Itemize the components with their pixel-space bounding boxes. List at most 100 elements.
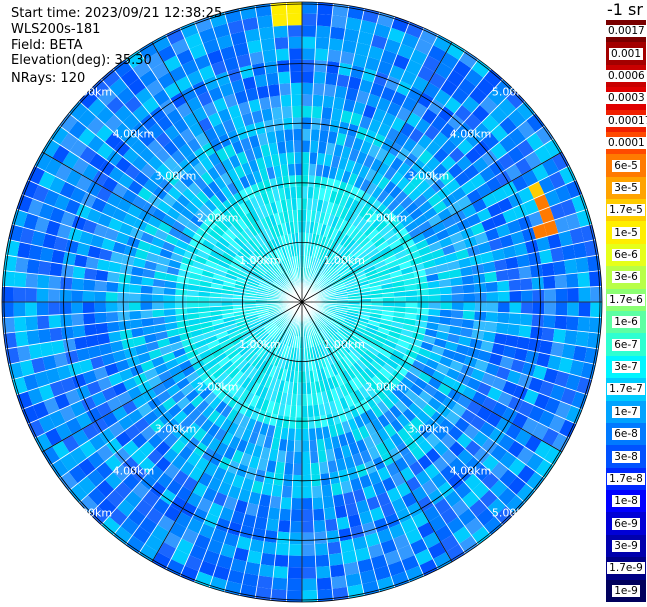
range-gate-cell bbox=[342, 491, 356, 506]
range-gate-cell bbox=[516, 139, 535, 158]
range-gate-cell bbox=[364, 195, 377, 209]
ray-gap-line bbox=[301, 68, 492, 303]
range-gate-cell bbox=[8, 224, 24, 243]
range-gate-cell bbox=[334, 261, 345, 272]
range-gate-cell bbox=[134, 87, 153, 105]
range-gate-cell bbox=[83, 323, 97, 337]
range-gate-cell bbox=[261, 482, 274, 496]
ray-gap-line bbox=[301, 223, 592, 303]
range-gate-cell bbox=[394, 399, 409, 414]
range-gate-cell bbox=[345, 353, 357, 365]
range-gate-cell bbox=[567, 302, 579, 317]
range-gate-cell bbox=[65, 169, 83, 187]
range-gate-cell bbox=[400, 517, 418, 534]
range-gate-cell bbox=[196, 249, 210, 260]
range-gate-cell bbox=[317, 141, 328, 154]
range-gate-cell bbox=[539, 249, 553, 265]
ray-gap-line bbox=[301, 179, 577, 303]
range-gate-cell bbox=[156, 163, 172, 179]
range-gate-cell bbox=[319, 223, 327, 237]
range-gate-cell bbox=[249, 51, 265, 65]
range-gate-cell bbox=[352, 536, 368, 551]
range-gate-cell bbox=[268, 253, 277, 265]
range-gate-cell bbox=[256, 181, 267, 195]
range-gate-cell bbox=[26, 258, 40, 275]
range-gate-cell bbox=[237, 488, 252, 503]
range-gate-cell bbox=[263, 320, 274, 330]
ray-gap-line bbox=[223, 12, 303, 303]
range-gate-cell bbox=[352, 230, 364, 242]
range-gate-cell bbox=[205, 335, 218, 345]
range-gate-cell bbox=[227, 421, 240, 436]
colorbar-tick-label: 3e-7 bbox=[612, 360, 640, 373]
range-gate-cell bbox=[60, 452, 78, 472]
range-gate-cell bbox=[244, 199, 255, 213]
range-gate-cell bbox=[565, 273, 579, 289]
range-gate-cell bbox=[146, 507, 164, 525]
range-gate-cell bbox=[401, 491, 418, 508]
range-gate-cell bbox=[379, 245, 392, 256]
range-gate-cell bbox=[222, 391, 235, 405]
range-gate-cell bbox=[332, 96, 346, 111]
range-gate-cell bbox=[324, 72, 339, 86]
range-gate-cell bbox=[194, 209, 208, 223]
range-gate-cell bbox=[242, 17, 259, 32]
range-gate-cell bbox=[313, 520, 327, 533]
range-gate-cell bbox=[198, 291, 211, 298]
range-gate-cell bbox=[343, 28, 360, 43]
range-gate-cell bbox=[302, 567, 317, 579]
range-gate-cell bbox=[264, 61, 278, 75]
range-gate-cell bbox=[239, 247, 251, 259]
range-gate-cell bbox=[198, 560, 217, 577]
range-gate-cell bbox=[320, 343, 329, 355]
range-gate-cell bbox=[180, 383, 195, 397]
range-gate-cell bbox=[353, 415, 365, 429]
range-gate-cell bbox=[181, 59, 199, 76]
ray-gap-line bbox=[301, 301, 526, 504]
range-ring-label: 5.00km bbox=[70, 507, 112, 520]
range-gate-cell bbox=[377, 268, 390, 278]
ray-gaps bbox=[2, 2, 602, 602]
range-gate-cell bbox=[464, 517, 484, 536]
range-gate-cell bbox=[402, 451, 418, 467]
range-gate-cell bbox=[486, 302, 499, 313]
range-gate-cell bbox=[214, 189, 228, 204]
range-gate-cell bbox=[357, 558, 374, 573]
range-gate-cell bbox=[190, 195, 205, 210]
range-gate-cell bbox=[314, 48, 329, 62]
range-gate-cell bbox=[408, 365, 422, 378]
range-gate-cell bbox=[17, 242, 32, 259]
colorbar-tick-label: 0.0017 bbox=[606, 25, 647, 38]
range-gate-cell bbox=[414, 377, 428, 391]
range-gate-cell bbox=[359, 19, 377, 35]
range-gate-cell bbox=[469, 86, 488, 105]
range-gate-cell bbox=[575, 330, 589, 348]
range-gate-cell bbox=[236, 277, 249, 285]
range-gate-cell bbox=[416, 308, 429, 316]
range-gate-cell bbox=[65, 417, 83, 435]
range-gate-cell bbox=[358, 79, 374, 94]
range-gate-cell bbox=[371, 404, 384, 419]
range-gate-cell bbox=[569, 227, 585, 245]
range-gate-cell bbox=[357, 31, 374, 46]
range-gate-cell bbox=[279, 508, 292, 521]
range-gate-cell bbox=[543, 219, 559, 237]
range-gate-cell bbox=[287, 323, 294, 335]
range-gate-cell bbox=[125, 50, 145, 69]
range-gate-cell bbox=[337, 329, 349, 339]
range-gate-cell bbox=[260, 398, 270, 412]
range-gate-cell bbox=[112, 241, 127, 255]
range-gate-cell bbox=[414, 548, 433, 566]
range-gate-cell bbox=[146, 139, 164, 156]
range-gate-cell bbox=[258, 314, 271, 321]
range-gate-cell bbox=[397, 43, 415, 60]
range-gate-cell bbox=[246, 284, 259, 291]
range-gate-cell bbox=[272, 328, 282, 340]
range-gate-cell bbox=[407, 343, 421, 354]
range-gate-cell bbox=[550, 341, 565, 358]
range-gate-cell bbox=[387, 374, 401, 387]
range-gate-cell bbox=[239, 584, 257, 599]
range-gate-cell bbox=[228, 330, 241, 339]
range-gate-cell bbox=[283, 404, 292, 417]
